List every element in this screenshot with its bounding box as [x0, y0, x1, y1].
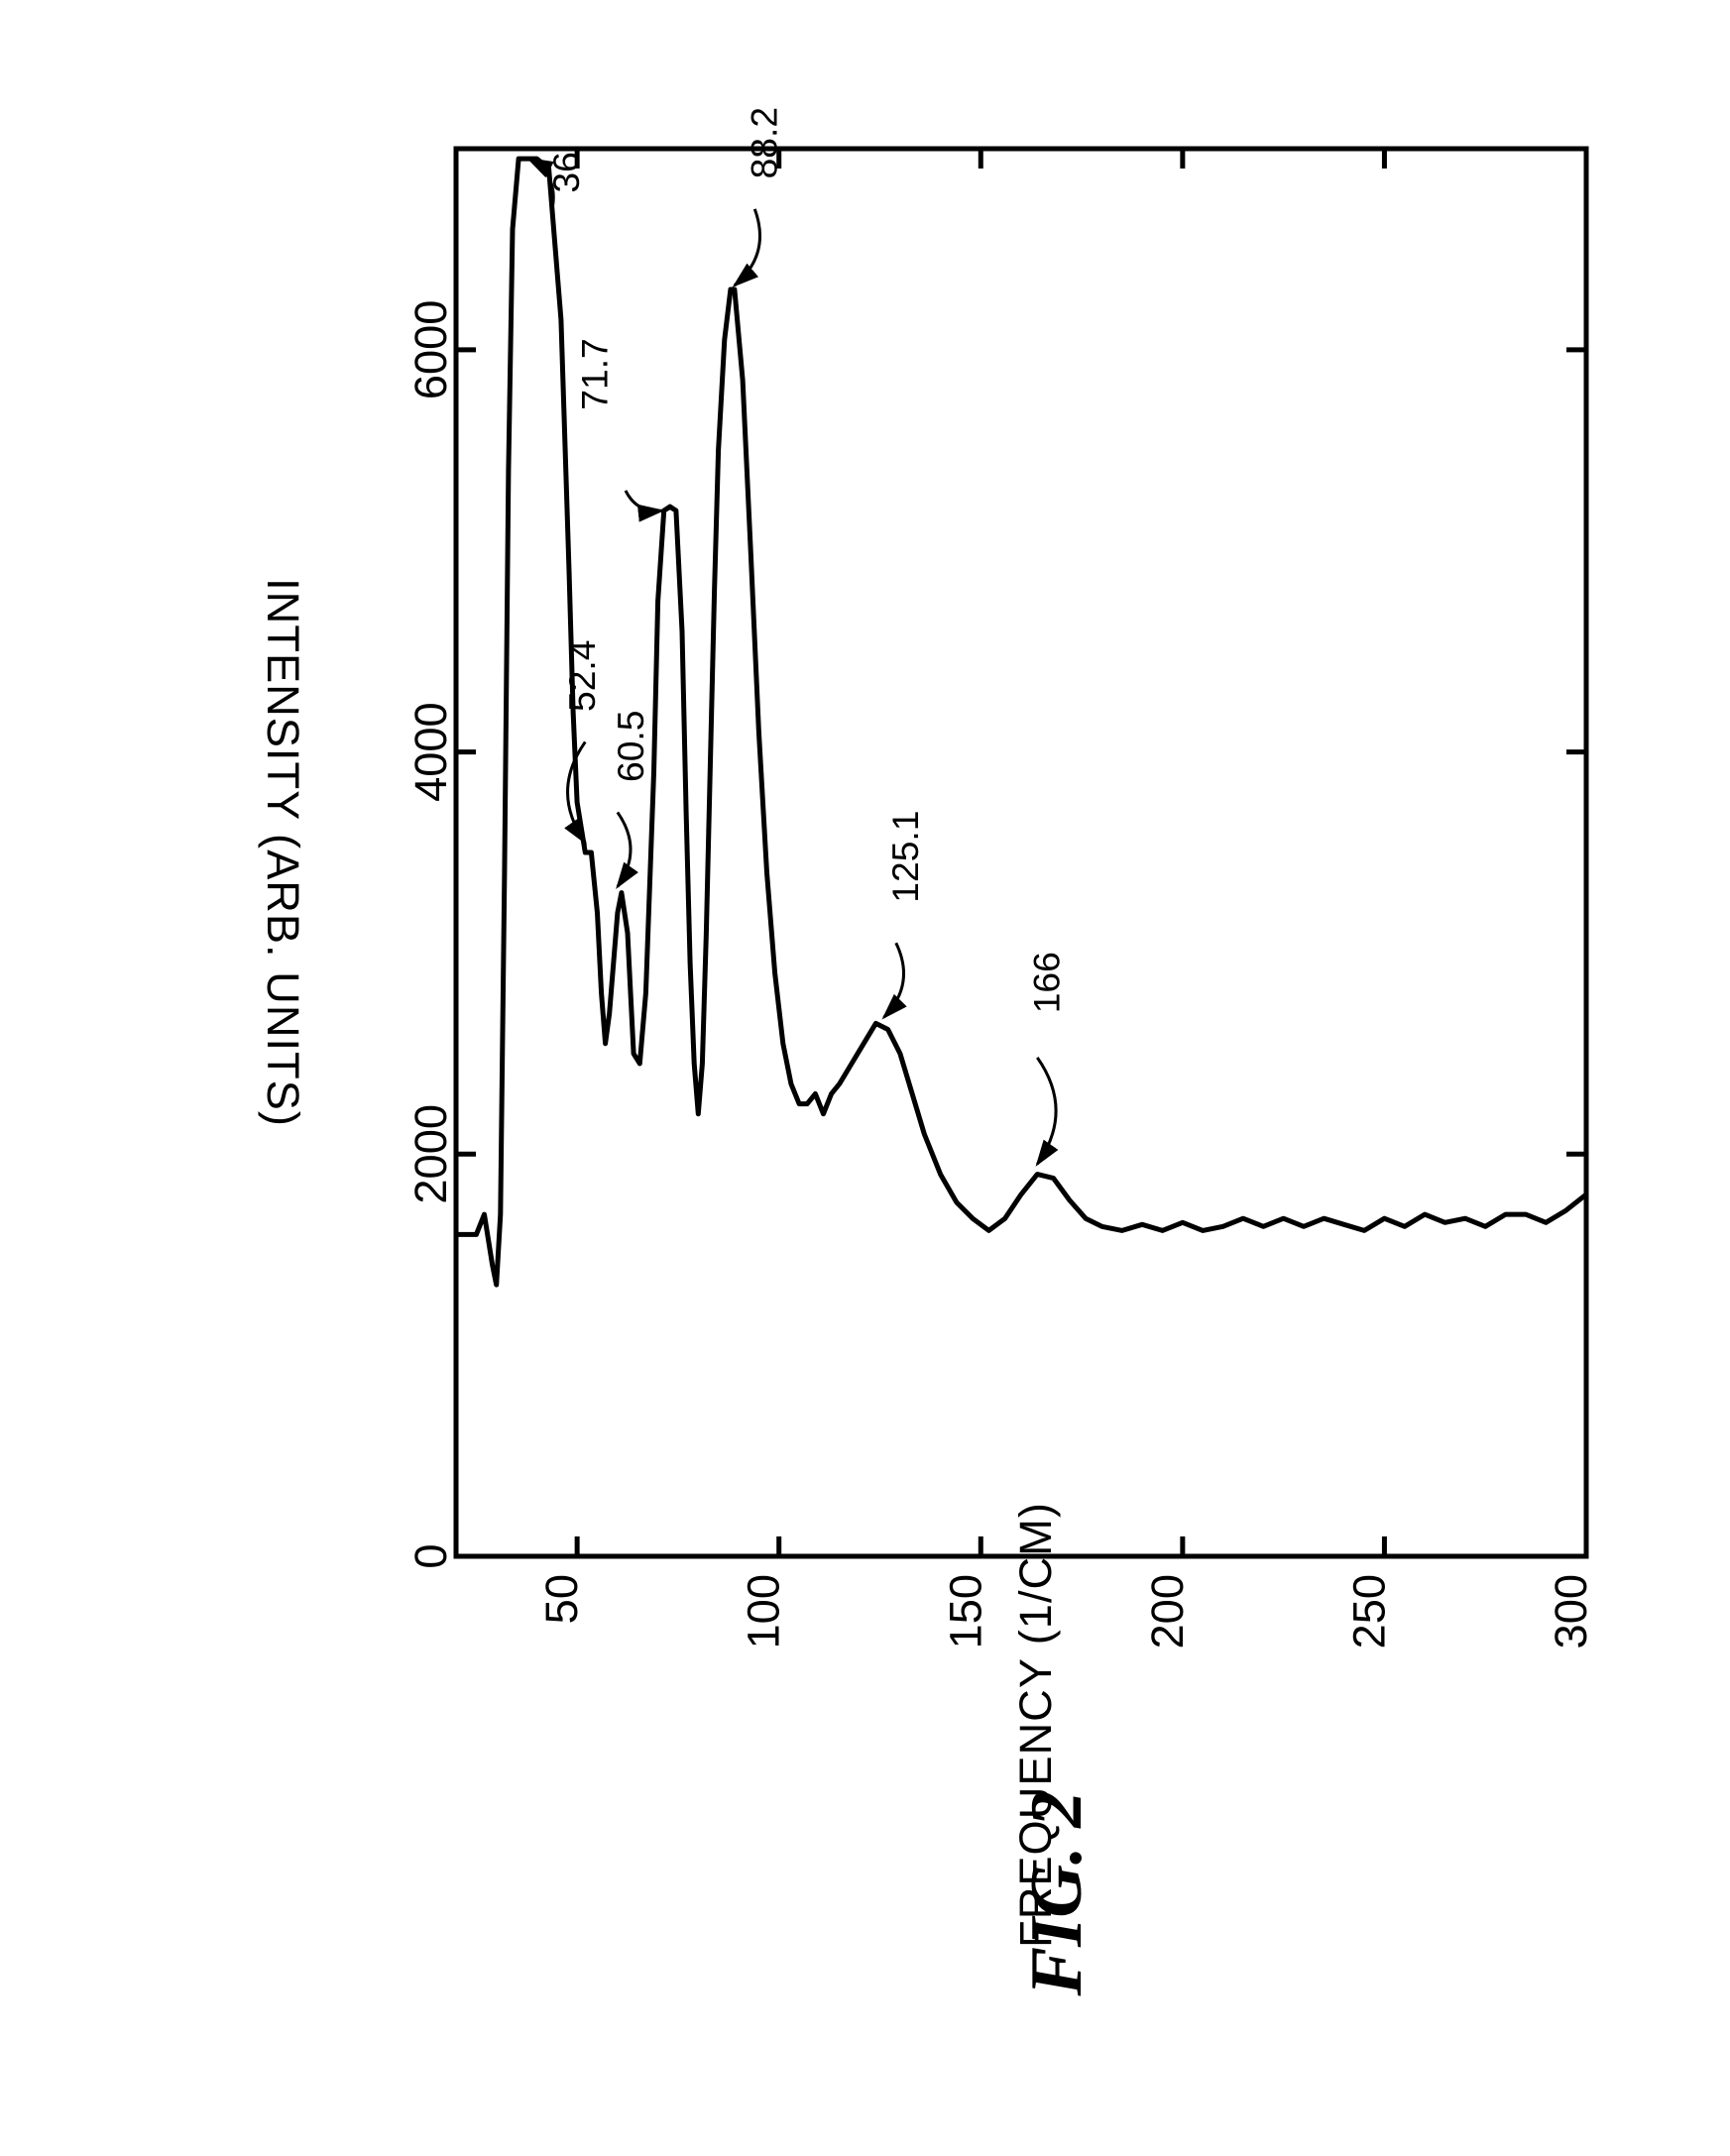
figure-label: FIG. 2	[1016, 1791, 1097, 1997]
y-tick-label: 2000	[405, 1104, 456, 1204]
x-tick-label: 50	[536, 1574, 587, 1624]
y-tick-label: 6000	[405, 300, 456, 400]
x-tick-label: 100	[739, 1574, 789, 1648]
x-tick-label: 250	[1343, 1574, 1394, 1648]
peak-label: 166	[1025, 952, 1067, 1013]
peak-label: 71.7	[573, 338, 615, 409]
x-tick-label: 150	[940, 1574, 990, 1648]
peak-label: 52.4	[561, 640, 603, 712]
spectrum-chart: 501001502002503000200040006000FREQUENCY …	[0, 0, 1730, 2156]
x-tick-label: 300	[1546, 1574, 1596, 1648]
y-axis-label: INTENSITY (ARB. UNITS)	[258, 578, 308, 1127]
peak-label: 125.1	[884, 811, 926, 903]
peak-label: 88.2	[743, 107, 784, 178]
y-tick-label: 4000	[405, 702, 456, 802]
y-tick-label: 0	[405, 1543, 456, 1568]
peak-label: 60.5	[610, 711, 651, 782]
x-tick-label: 200	[1142, 1574, 1193, 1648]
